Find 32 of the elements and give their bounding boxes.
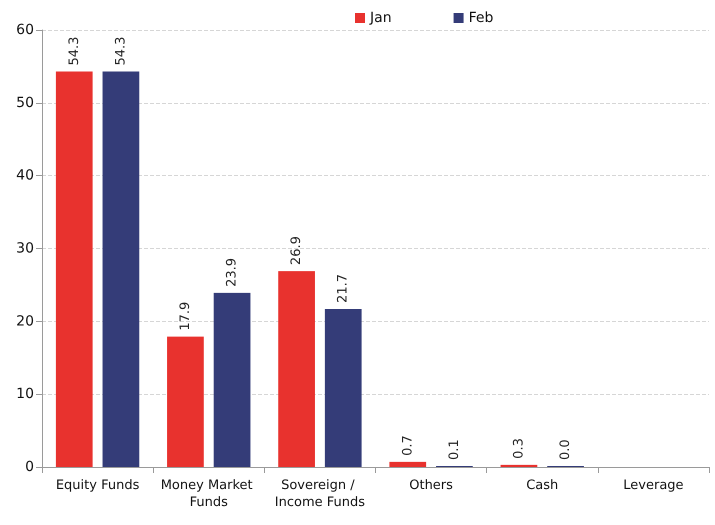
bar: [167, 336, 204, 467]
bar: [214, 292, 250, 467]
x-tick-label: Cash: [526, 478, 558, 493]
x-tick-label: Sovereign / Income Funds: [274, 478, 366, 510]
y-tick-label: 60: [16, 22, 34, 38]
data-label: 0.1: [446, 439, 462, 460]
bar: [56, 72, 93, 467]
data-label: 0.7: [400, 435, 416, 456]
data-label: 23.9: [224, 258, 240, 287]
data-label: 0.0: [558, 439, 574, 460]
bar: [389, 462, 426, 467]
data-label: 17.9: [178, 302, 193, 331]
x-tick-label: Money Market Funds: [160, 478, 257, 510]
bar: [324, 308, 362, 467]
legend-label: Feb: [468, 10, 494, 26]
y-tick-label: 10: [16, 386, 34, 402]
y-tick-label: 40: [16, 168, 34, 184]
x-tick-label: Others: [409, 478, 454, 493]
legend-label: Jan: [369, 10, 392, 26]
x-tick-label: Leverage: [623, 478, 684, 493]
y-tick-label: 20: [16, 313, 34, 330]
bar: [278, 271, 315, 467]
y-tick-label: 30: [16, 240, 34, 256]
y-tick-label: 0: [25, 459, 34, 475]
y-tick-label: 50: [16, 94, 34, 111]
data-label: 54.3: [66, 36, 82, 66]
bar: [102, 72, 140, 467]
x-tick-label: Equity Funds: [56, 478, 140, 493]
data-label: 26.9: [289, 236, 304, 266]
data-label: 0.3: [511, 438, 526, 459]
data-label: 54.3: [113, 36, 128, 66]
data-label: 21.7: [336, 274, 351, 303]
